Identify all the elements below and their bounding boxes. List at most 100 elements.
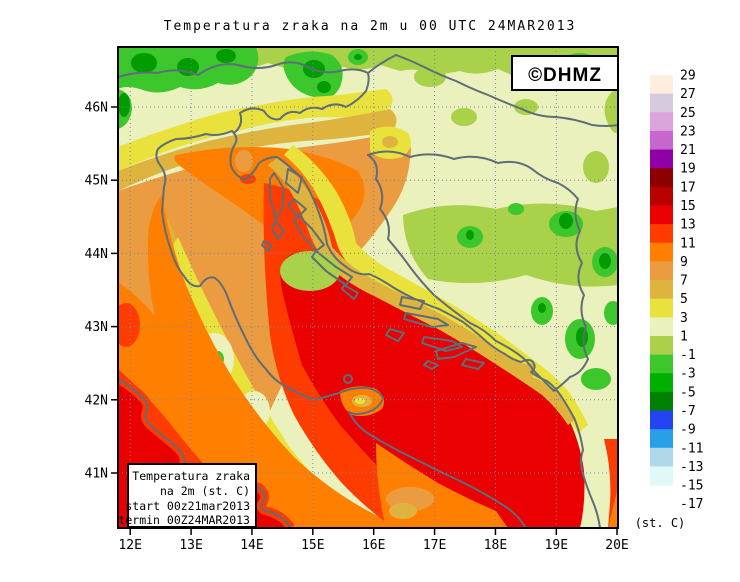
temp-region-albania-orange [608, 487, 618, 528]
temp-patch-yellowgreen [583, 151, 609, 183]
temp-patch-gargano-yellow [355, 398, 365, 404]
temp-region-nw-yellow-band [118, 89, 393, 171]
temp-region-italy-eastcoast-orange [147, 195, 400, 528]
temp-patch-yellowgreen [414, 67, 446, 87]
island-cres [269, 172, 285, 220]
dhmz-logo-text: ©DHMZ [528, 65, 602, 86]
temp-patch-kordun [280, 251, 340, 291]
island-outlines [261, 168, 485, 384]
legend-boundary-label: 1 [680, 329, 688, 344]
legend-boundary-label: 11 [680, 236, 696, 251]
island-krk [285, 168, 303, 194]
legend-boundary-label: 27 [680, 87, 696, 102]
lat-label: 44N [85, 247, 108, 262]
latitude-axis: 46N 45N 44N 43N 42N 41N [85, 101, 118, 482]
temp-patch-darkgreen [599, 253, 611, 269]
lon-label: 17E [423, 538, 446, 553]
temp-patch-green [604, 301, 618, 325]
lon-label: 12E [118, 538, 141, 553]
legend-boundary-label: -11 [680, 441, 703, 456]
temp-patch-darkgreen [216, 49, 236, 63]
legend-swatch [650, 93, 673, 113]
legend-swatch [650, 298, 673, 318]
legend-swatch [650, 373, 673, 393]
legend-swatch [650, 391, 673, 412]
border-bosnia-montenegro [469, 322, 571, 392]
legend-boundary-label: 7 [680, 274, 688, 289]
island-hvar [403, 312, 449, 328]
legend-swatch [650, 410, 673, 430]
map-area [118, 47, 618, 528]
temp-region-nw-gold-band [118, 109, 397, 191]
legend-boundary-label: 29 [680, 69, 696, 84]
legend-swatch [650, 335, 673, 356]
island-tremiti [343, 374, 353, 384]
legend-swatch [650, 130, 673, 151]
legend-swatch [650, 280, 673, 300]
info-line-3: start 00z21mar2013 [125, 499, 250, 513]
temp-patch-apulia-gold [389, 503, 417, 519]
temp-region-adriatic-red [280, 252, 585, 528]
island-peljesac [435, 342, 477, 360]
legend-swatch [650, 317, 673, 337]
legend-boundary-label: 15 [680, 199, 696, 214]
temp-patch-green [581, 368, 611, 390]
legend-swatch [650, 261, 673, 281]
legend-boundary-label: -15 [680, 479, 703, 494]
legend-boundary-label: 23 [680, 124, 696, 139]
temp-patch-darkgreen [559, 213, 573, 229]
temp-patch-tuscany-orangered [118, 303, 140, 347]
colorbar-legend: 29 27 25 23 21 19 17 15 13 11 9 7 5 3 1 -1 -3 -5 -7 -9 -11 -1… [650, 69, 703, 512]
page-title: Temperatura zraka na 2m u 00 UTC 24MAR20… [164, 19, 577, 34]
lon-label: 18E [484, 538, 507, 553]
legend-swatch [650, 205, 673, 225]
legend-swatch [650, 186, 673, 207]
temp-patch-darkgreen [118, 93, 130, 117]
legend-swatch [650, 168, 673, 188]
island-silba [261, 240, 273, 252]
run-info-box: Temperatura zraka na 2m (st. C) start 00… [118, 463, 257, 528]
temp-patch-yellowgreen [604, 87, 618, 134]
legend-swatch [650, 466, 673, 486]
legend-swatch [650, 447, 673, 468]
temp-patch-lika-gold [382, 136, 398, 148]
temp-patch-darkgreen [576, 327, 588, 347]
coastline-east-adriatic [229, 130, 601, 528]
temp-patch-green [508, 203, 524, 215]
lat-label: 42N [85, 393, 108, 408]
border-croatia-bosnia-west [367, 154, 471, 324]
lon-label: 19E [545, 538, 568, 553]
island-losinj [271, 220, 285, 240]
info-line-4: termin 00Z24MAR2013 [118, 513, 250, 527]
temp-patch-istria-tan [235, 150, 253, 172]
info-line-2: na 2m (st. C) [160, 484, 250, 498]
temp-patch-darkgreen [538, 303, 546, 313]
island-kornati [341, 284, 359, 300]
island-rab [287, 198, 307, 218]
temp-patch-darkgreen [317, 81, 331, 93]
legend-boundary-label: 17 [680, 180, 696, 195]
temp-patch-darkgreen [131, 53, 157, 73]
legend-boundary-label: 5 [680, 292, 688, 307]
lat-label: 46N [85, 101, 108, 116]
lon-label: 13E [179, 538, 202, 553]
legend-swatch [650, 224, 673, 244]
lon-label: 15E [301, 538, 324, 553]
temp-region-bosnia-yellowgreen [403, 203, 618, 287]
border-slovenia-croatia [233, 72, 370, 134]
lat-lon-gridlines [118, 47, 618, 528]
legend-swatch [650, 242, 673, 262]
temp-patch-darkgreen [354, 54, 362, 60]
legend-boundary-label: 9 [680, 255, 688, 270]
island-vis [385, 328, 405, 342]
legend-swatch [650, 75, 673, 95]
legend-boundary-label: -17 [680, 497, 703, 512]
legend-swatch [650, 354, 673, 374]
temp-region-dalmatia-gold [268, 157, 576, 425]
legend-boundary-label: -5 [680, 385, 696, 400]
legend-boundary-label: 25 [680, 106, 696, 121]
legend-boundary-label: 3 [680, 311, 688, 326]
legend-boundary-label: -13 [680, 460, 703, 475]
